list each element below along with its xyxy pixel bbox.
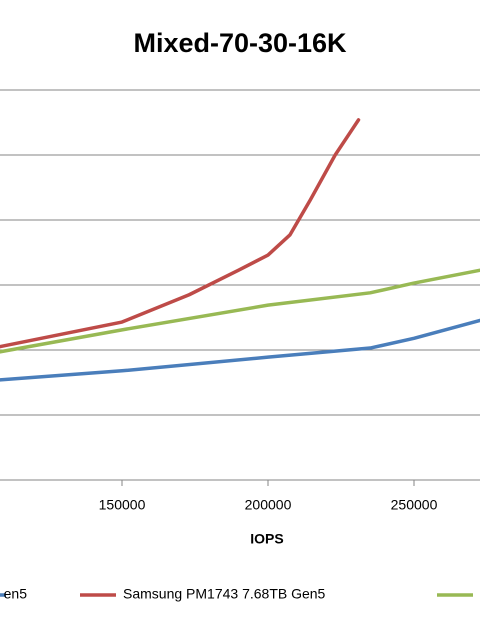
x-tick-label: 250000 xyxy=(391,497,438,513)
series-line xyxy=(0,118,361,349)
x-axis-label: IOPS xyxy=(250,531,283,547)
legend-label: Samsung PM1743 7.68TB Gen5 xyxy=(123,586,326,602)
series-line xyxy=(0,318,480,382)
x-tick-label: 200000 xyxy=(245,497,292,513)
x-tick-label: 150000 xyxy=(99,497,146,513)
series-line xyxy=(0,268,480,354)
legend-label: en5 xyxy=(4,586,28,602)
chart-title: Mixed-70-30-16K xyxy=(133,28,347,58)
